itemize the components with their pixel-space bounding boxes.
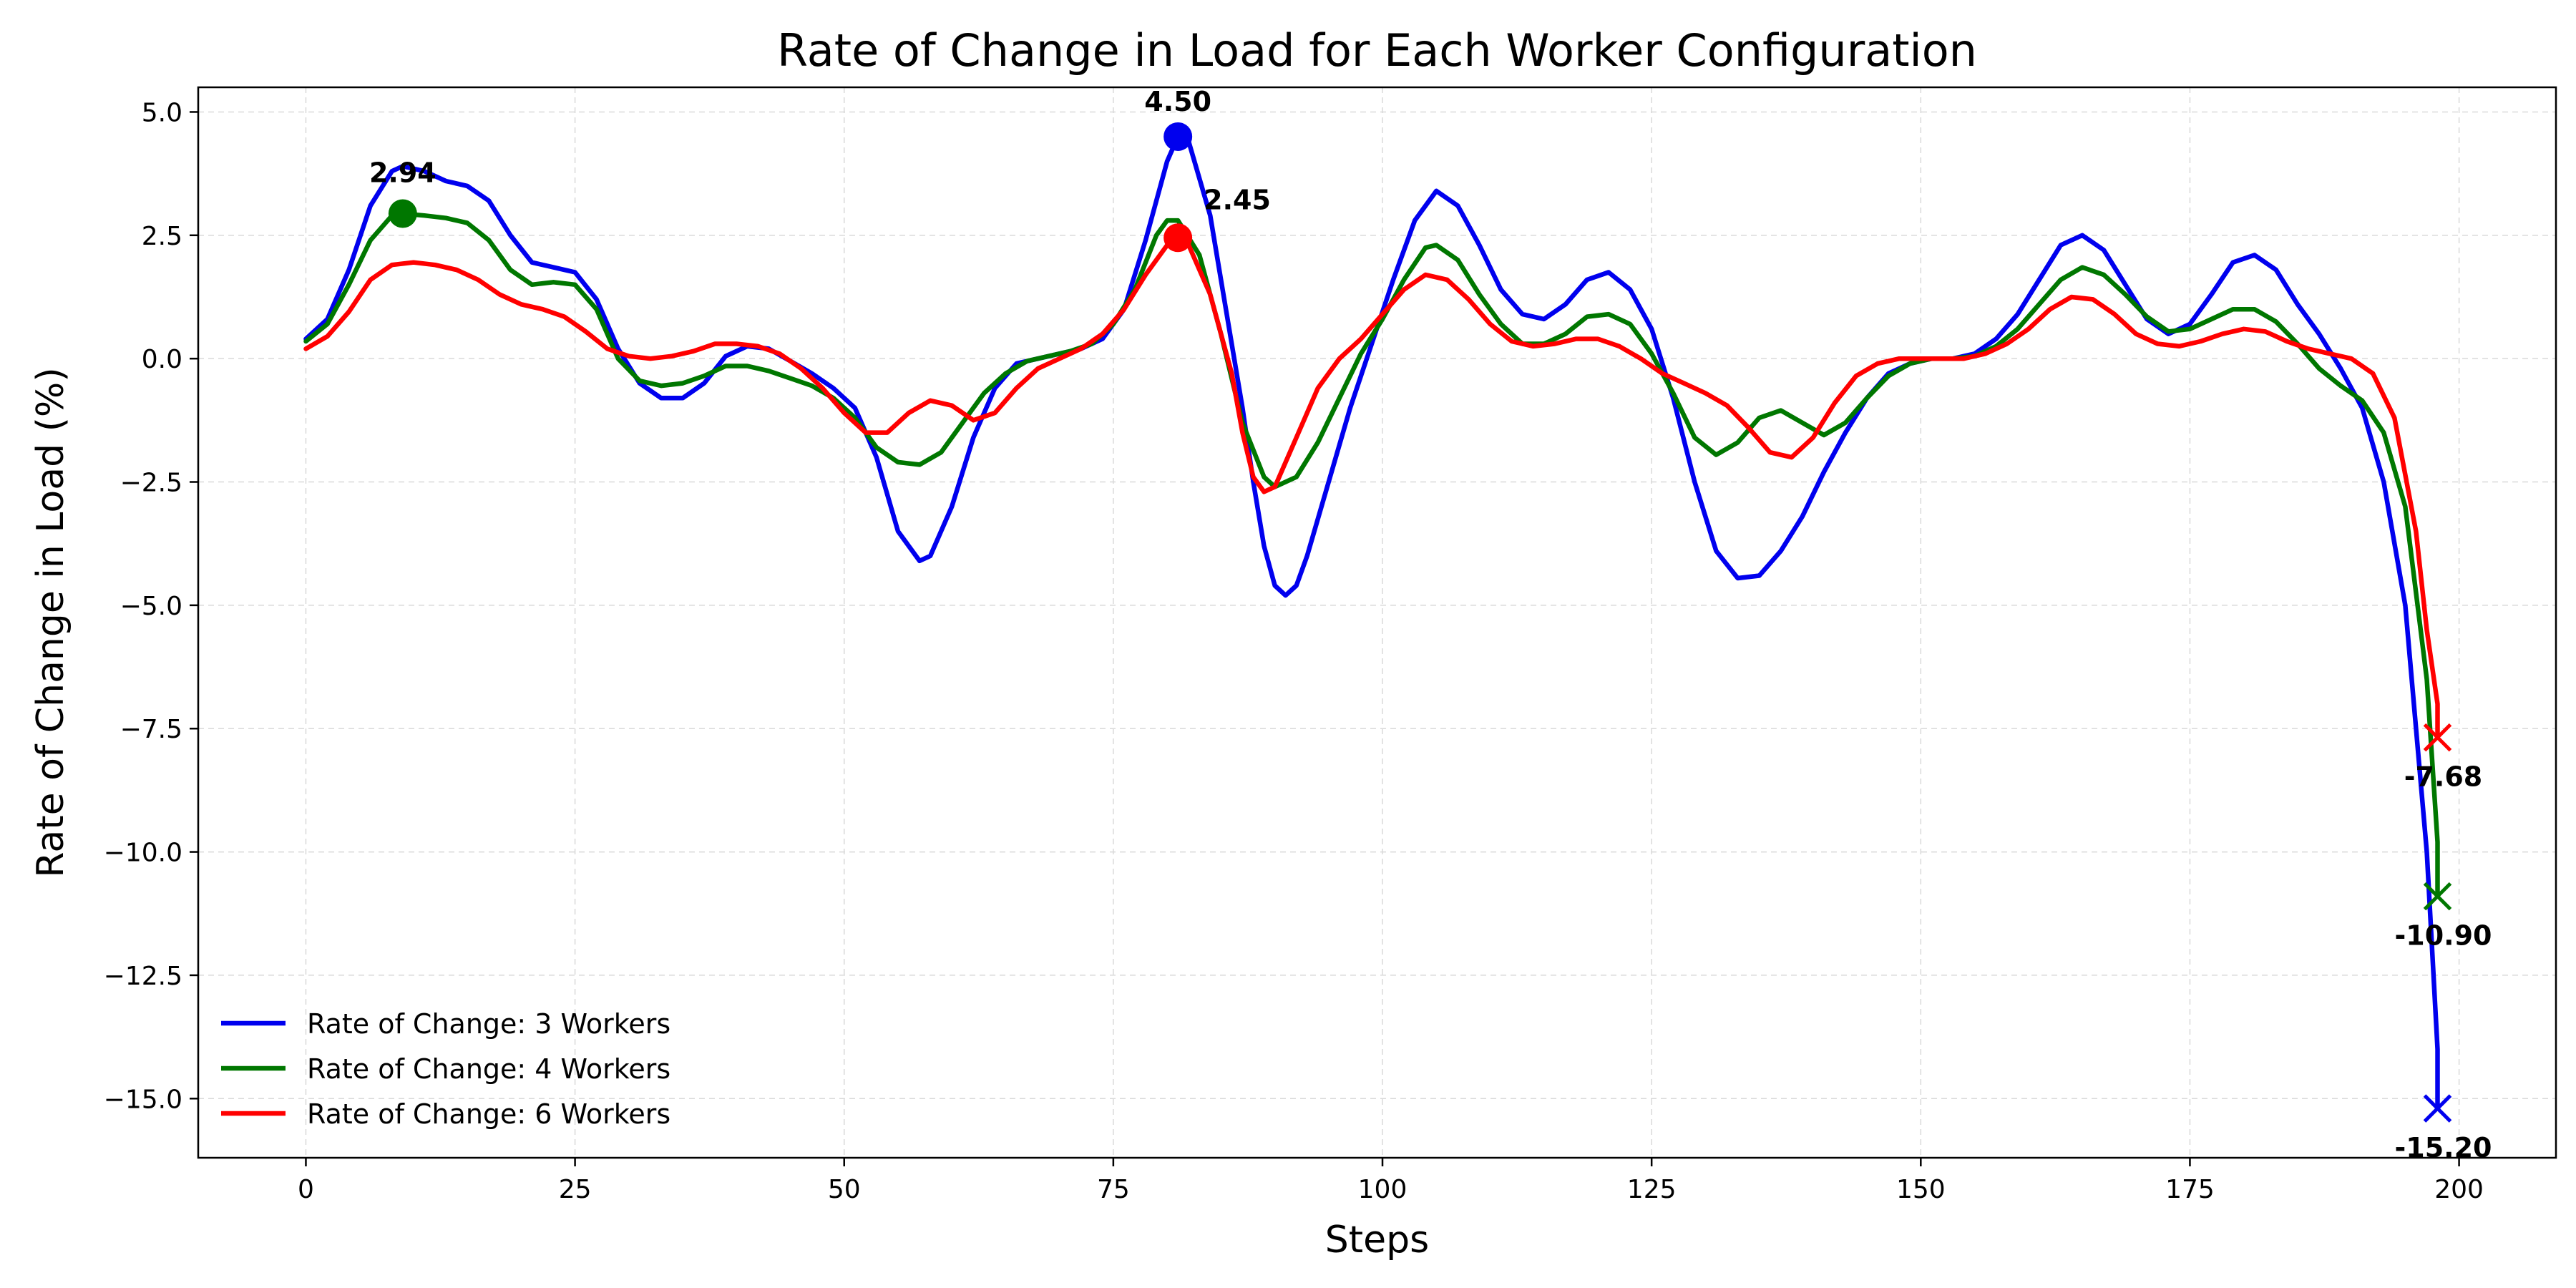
- series-lines: [303, 134, 2440, 1111]
- y-tick-label: 5.0: [142, 98, 182, 127]
- x-tick-label: 75: [1097, 1175, 1130, 1204]
- x-tick-label: 25: [559, 1175, 592, 1204]
- end-label-3: -7.68: [2404, 761, 2483, 793]
- y-tick-label: −7.5: [120, 715, 182, 744]
- y-tick-label: −5.0: [120, 592, 182, 621]
- legend-entry-2: Rate of Change: 4 Workers: [307, 1053, 670, 1085]
- y-tick-label: −12.5: [104, 962, 182, 991]
- y-axis-label: Rate of Change in Load (%): [29, 367, 72, 877]
- chart-title: Rate of Change in Load for Each Worker C…: [777, 24, 1977, 77]
- end-marker-1-stroke: [2423, 1094, 2452, 1123]
- legend-entry-1: Rate of Change: 3 Workers: [307, 1008, 670, 1040]
- peak-label-3: 2.45: [1204, 184, 1271, 215]
- legend-entry-3: Rate of Change: 6 Workers: [307, 1098, 670, 1130]
- plot-frame: [197, 86, 2557, 1159]
- end-marker-3-stroke: [2423, 723, 2452, 752]
- x-tick-label: 125: [1627, 1175, 1677, 1204]
- peak-marker-2: [388, 199, 417, 228]
- series-markers: 4.50 2.94 2.45 -15.20 -10.90 -7.68: [369, 86, 2492, 1163]
- x-tick-label: 200: [2434, 1175, 2484, 1204]
- y-tick-label: −10.0: [104, 839, 182, 868]
- x-tick-label: 150: [1896, 1175, 1946, 1204]
- legend: Rate of Change: 3 Workers Rate of Change:…: [221, 1008, 670, 1130]
- y-tick-label: 2.5: [142, 222, 182, 251]
- x-tick-label: 0: [298, 1175, 314, 1204]
- x-axis-label: Steps: [1325, 1219, 1430, 1262]
- y-tick-label: 0.0: [142, 345, 182, 374]
- peak-marker-1: [1163, 122, 1193, 151]
- grid: [198, 87, 2556, 1158]
- y-tick-label: −15.0: [104, 1085, 182, 1114]
- peak-label-1: 4.50: [1144, 86, 1211, 117]
- end-label-2: -10.90: [2395, 920, 2492, 952]
- x-tick-label: 50: [828, 1175, 861, 1204]
- y-tick-label: −2.5: [120, 469, 182, 498]
- axis-ticks: 0 25 50 75 100 125 150 175 200 5.0 2.5 0.0 −2.5 −5.0 −…: [104, 98, 2484, 1204]
- peak-label-2: 2.94: [369, 157, 436, 188]
- series-line-3: [303, 235, 2440, 740]
- end-marker-2-stroke: [2423, 882, 2452, 911]
- series-line-1: [303, 134, 2440, 1111]
- peak-marker-3: [1163, 223, 1193, 253]
- x-tick-label: 175: [2165, 1175, 2215, 1204]
- series-line-2: [303, 211, 2440, 899]
- x-tick-label: 100: [1358, 1175, 1407, 1204]
- end-label-1: -15.20: [2395, 1132, 2492, 1163]
